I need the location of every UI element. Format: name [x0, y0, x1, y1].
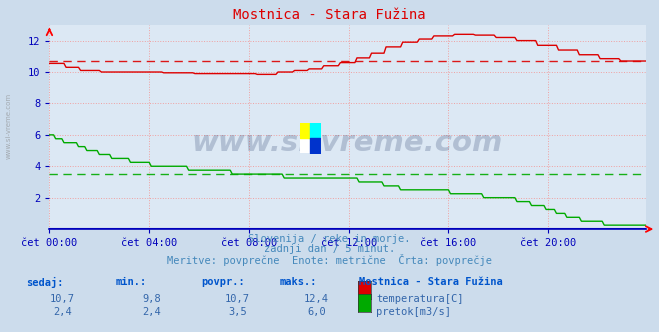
Text: 2,4: 2,4 [53, 307, 72, 317]
Text: min.:: min.: [115, 277, 146, 287]
Text: 6,0: 6,0 [307, 307, 326, 317]
Text: Slovenija / reke in morje.: Slovenija / reke in morje. [248, 234, 411, 244]
Text: 2,4: 2,4 [142, 307, 161, 317]
Text: sedaj:: sedaj: [26, 277, 64, 288]
Text: 9,8: 9,8 [142, 294, 161, 304]
Text: temperatura[C]: temperatura[C] [376, 294, 464, 304]
Text: 3,5: 3,5 [228, 307, 246, 317]
Text: 12,4: 12,4 [304, 294, 329, 304]
Text: Mostnica - Stara Fužina: Mostnica - Stara Fužina [359, 277, 503, 287]
Text: maks.:: maks.: [280, 277, 318, 287]
Text: 10,7: 10,7 [225, 294, 250, 304]
Text: www.si-vreme.com: www.si-vreme.com [5, 93, 11, 159]
Text: www.si-vreme.com: www.si-vreme.com [192, 129, 503, 157]
Text: povpr.:: povpr.: [201, 277, 244, 287]
Text: zadnji dan / 5 minut.: zadnji dan / 5 minut. [264, 244, 395, 254]
Text: pretok[m3/s]: pretok[m3/s] [376, 307, 451, 317]
Text: Mostnica - Stara Fužina: Mostnica - Stara Fužina [233, 8, 426, 22]
Text: Meritve: povprečne  Enote: metrične  Črta: povprečje: Meritve: povprečne Enote: metrične Črta:… [167, 254, 492, 266]
Text: 10,7: 10,7 [50, 294, 75, 304]
